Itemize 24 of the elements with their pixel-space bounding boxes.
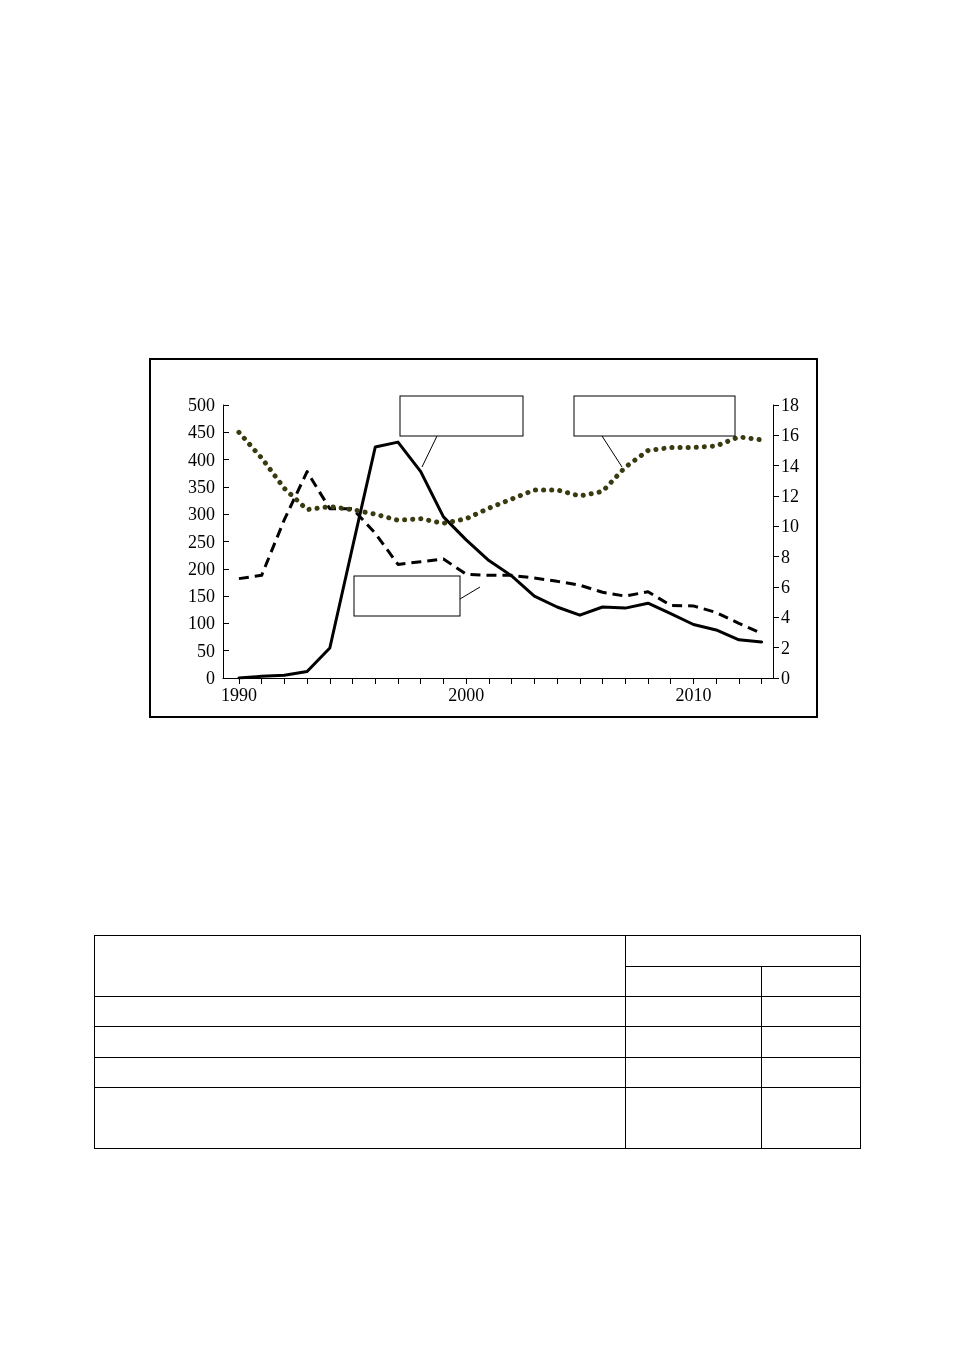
y2-tick-label: 2: [781, 637, 790, 658]
y-tick-label: 300: [188, 504, 215, 525]
y2-tick-label: 12: [781, 486, 799, 506]
y-tick-label: 150: [188, 586, 215, 607]
y2-tick-label: 14: [781, 455, 799, 476]
y-tick-label: 250: [188, 531, 215, 552]
y-tick-label: 0: [206, 668, 215, 688]
x-tick-label: 2010: [675, 685, 712, 705]
y2-tick-label: 18: [781, 395, 799, 415]
y-tick-label: 200: [188, 558, 215, 579]
y-tick-label: 350: [188, 476, 215, 497]
y2-tick-label: 10: [781, 516, 799, 537]
y-tick-label: 450: [188, 422, 215, 443]
y-tick-label: 400: [188, 449, 215, 470]
x-tick-label: 2000: [448, 685, 485, 705]
y-tick-label: 100: [188, 613, 215, 634]
y2-tick-label: 4: [781, 607, 790, 628]
y2-tick-label: 0: [781, 668, 790, 688]
y-tick-label: 50: [197, 640, 215, 661]
y-tick-label: 500: [188, 395, 215, 415]
y2-tick-label: 8: [781, 546, 790, 567]
x-tick-label: 1990: [220, 685, 257, 705]
y2-tick-label: 6: [781, 577, 790, 597]
y2-tick-label: 16: [781, 425, 799, 446]
